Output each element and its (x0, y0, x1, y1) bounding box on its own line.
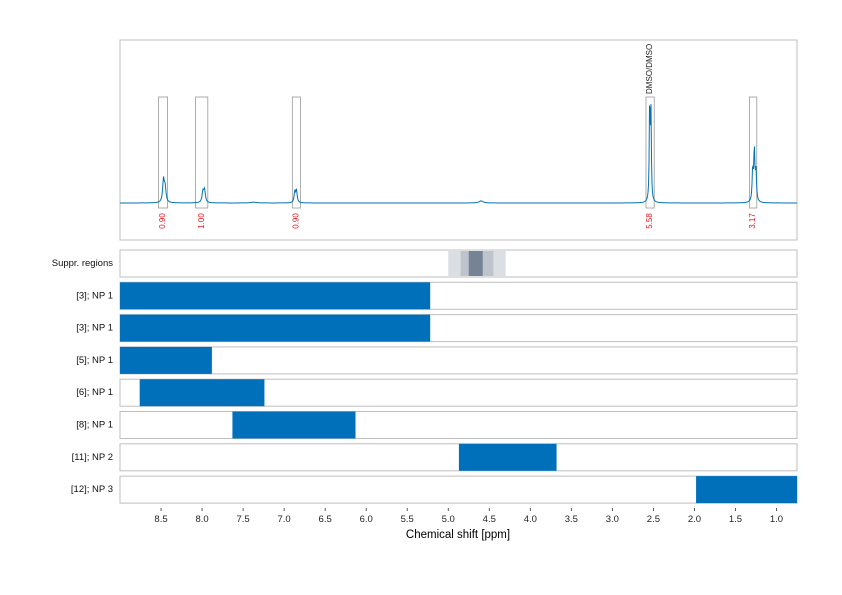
x-tick-label: 1.0 (770, 514, 783, 525)
spectrum-panel: 0.90 1.00 0.90 5.58 DMSO/DMSO 3.17 (119, 39, 798, 241)
x-tick-label: 6.0 (360, 514, 373, 525)
integral-label: 5.58 (645, 213, 654, 229)
track-label: [6]; NP 1 (76, 387, 113, 398)
range-bar (120, 346, 212, 374)
peak-annotation: DMSO/DMSO (645, 44, 654, 94)
x-tick-label: 8.5 (154, 514, 167, 525)
x-tick-label: 4.5 (483, 514, 496, 525)
x-tick-label: 7.0 (278, 514, 291, 525)
x-tick-label: 1.5 (729, 514, 742, 525)
track-label: [8]; NP 1 (76, 420, 113, 431)
bar-track (119, 475, 798, 504)
integral-label: 0.90 (158, 213, 167, 229)
track-label: [3]; NP 1 (76, 323, 113, 334)
x-tick-label: 2.0 (688, 514, 701, 525)
track-label: Suppr. regions (52, 258, 114, 269)
integration-box (645, 96, 655, 209)
track-label: [3]; NP 1 (76, 290, 113, 301)
suppression-band (468, 251, 483, 276)
track-label: [12]; NP 3 (71, 484, 113, 495)
x-axis-label: Chemical shift [ppm] (406, 529, 510, 541)
range-bar (120, 314, 431, 342)
range-bar (458, 443, 557, 471)
bar-tracks: Suppr. regions [3]; NP 1 [3]; NP 1 [5]; NP … (52, 249, 798, 504)
spectrum-trace (120, 104, 797, 204)
integration-box (291, 96, 301, 209)
integral-label: 3.17 (748, 213, 757, 229)
range-bar (139, 379, 265, 407)
integration-box (195, 96, 209, 209)
x-tick-label: 5.0 (442, 514, 455, 525)
range-bar (120, 282, 431, 310)
x-tick-label: 3.0 (606, 514, 619, 525)
x-tick-label: 4.0 (524, 514, 537, 525)
range-bar (232, 411, 356, 439)
track-label: [11]; NP 2 (72, 452, 113, 463)
x-tick-label: 3.5 (565, 514, 578, 525)
x-tick-label: 6.5 (319, 514, 332, 525)
spectrum-frame (119, 39, 798, 241)
range-bar (696, 476, 797, 504)
x-tick-label: 2.5 (647, 514, 660, 525)
suppression-track (119, 249, 798, 278)
integration-box (158, 96, 168, 209)
track-label: [5]; NP 1 (76, 355, 113, 366)
x-tick-label: 5.5 (401, 514, 414, 525)
bar-track (119, 443, 798, 472)
integral-label: 0.90 (292, 213, 301, 229)
x-tick-label: 7.5 (236, 514, 249, 525)
x-tick-label: 8.0 (195, 514, 208, 525)
bar-track (119, 411, 798, 439)
integral-label: 1.00 (197, 213, 206, 229)
bar-track (119, 346, 798, 375)
x-axis: Chemical shift [ppm] 8.5 8.0 7.5 7.0 6.5 6.0 5… (154, 508, 783, 541)
integration-box (749, 96, 758, 209)
